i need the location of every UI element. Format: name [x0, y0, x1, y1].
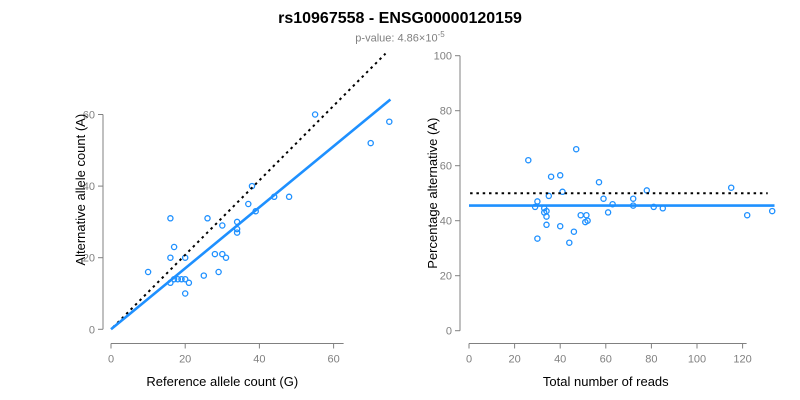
data-point — [582, 218, 589, 226]
y-tick-label: 20 — [440, 271, 452, 283]
y-axis-title: Alternative allele count (A) — [73, 114, 88, 266]
y-tick-label: 0 — [446, 326, 452, 338]
data-point — [629, 195, 637, 202]
x-tick-label: 60 — [327, 354, 339, 366]
data-point — [768, 207, 776, 215]
data-point — [604, 209, 612, 216]
data-point — [525, 156, 532, 164]
x-tick-label: 100 — [688, 354, 706, 366]
data-point — [583, 211, 590, 219]
data-point — [743, 211, 751, 219]
data-point — [219, 222, 226, 229]
fit-line — [110, 98, 392, 331]
x-tick-label: 120 — [733, 354, 751, 366]
expected-line — [112, 52, 387, 329]
y-tick-label: 40 — [83, 181, 95, 193]
data-point — [559, 188, 566, 196]
data-point — [167, 254, 174, 261]
data-point — [367, 139, 374, 147]
data-point — [577, 211, 584, 219]
x-tick-label: 40 — [253, 354, 265, 366]
y-tick-label: 60 — [440, 161, 452, 173]
data-point — [144, 268, 152, 276]
data-point — [543, 221, 550, 229]
data-point — [311, 111, 319, 118]
data-point — [170, 243, 178, 251]
data-point — [174, 275, 182, 283]
data-point — [178, 275, 185, 283]
x-tick-label: 60 — [600, 354, 612, 366]
data-point — [570, 228, 578, 235]
data-point — [222, 254, 230, 261]
data-point — [204, 215, 211, 222]
data-point — [556, 172, 564, 179]
x-axis-title: Total number of reads — [543, 374, 669, 389]
y-axis-title: Percentage alternative (A) — [425, 118, 440, 269]
percentage-plot: 0 20 40 60 80 100 120 0 20 40 60 80 100 Total number … — [425, 51, 776, 389]
data-point — [543, 213, 550, 220]
plot-subtitle: p-value: 4.86×10-5 — [0, 30, 800, 45]
data-point — [595, 178, 603, 186]
y-tick-label: 80 — [440, 106, 452, 118]
y-tick-label: 0 — [89, 324, 95, 336]
y-tick-label: 60 — [83, 110, 95, 122]
data-point — [233, 229, 241, 236]
y-tick-label: 40 — [440, 216, 452, 228]
data-point — [219, 250, 226, 258]
x-tick-label: 20 — [179, 354, 191, 366]
data-point — [534, 198, 541, 205]
data-point — [185, 279, 193, 287]
plot-title: rs10967558 - ENSG00000120159 — [278, 10, 522, 27]
data-point — [245, 200, 252, 208]
x-tick-label: 20 — [508, 354, 520, 366]
data-point — [534, 235, 541, 242]
data-point — [215, 268, 222, 276]
data-point — [386, 118, 393, 125]
y-tick-label: 100 — [434, 51, 452, 63]
x-tick-label: 80 — [645, 354, 657, 366]
data-point — [566, 239, 573, 246]
x-tick-label: 0 — [466, 354, 472, 366]
pvalue-text: p-value: 4.86×10 — [355, 32, 438, 45]
data-point — [556, 222, 564, 230]
data-point — [200, 272, 208, 279]
data-point — [285, 193, 293, 201]
data-point — [181, 290, 189, 297]
data-point — [547, 173, 555, 180]
x-axis-title: Reference allele count (G) — [146, 374, 298, 389]
data-point — [572, 145, 580, 153]
data-point — [167, 215, 174, 222]
x-tick-label: 40 — [554, 354, 566, 366]
data-point — [211, 250, 219, 258]
data-point — [600, 195, 607, 202]
data-point — [727, 184, 735, 191]
y-tick-label: 20 — [83, 253, 95, 265]
data-point — [181, 275, 189, 283]
data-point — [545, 192, 553, 200]
allele-count-plot: 0 20 40 60 0 20 40 60 Reference allele count (G)… — [73, 52, 393, 389]
pvalue-exponent: -5 — [437, 30, 445, 39]
x-tick-label: 0 — [108, 354, 114, 366]
